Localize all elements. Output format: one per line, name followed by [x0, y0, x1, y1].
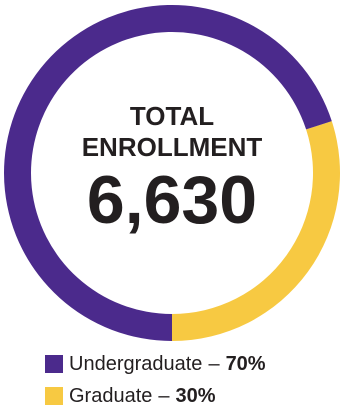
legend-swatch-undergraduate [45, 355, 63, 373]
legend-swatch-graduate [45, 387, 63, 405]
legend-item-undergraduate: Undergraduate – 70% [45, 348, 340, 380]
center-title-line1: TOTAL [130, 101, 214, 131]
center-total-value: 6,630 [87, 162, 257, 238]
legend-value-graduate: 30% [175, 384, 216, 407]
center-title-line2: ENROLLMENT [82, 132, 263, 162]
legend-separator: – [208, 352, 220, 375]
legend-separator: – [158, 384, 170, 407]
legend-label-undergraduate: Undergraduate [69, 352, 203, 375]
donut-slice-graduate [172, 121, 340, 341]
legend: Undergraduate – 70% Graduate – 30% [45, 348, 340, 412]
legend-item-graduate: Graduate – 30% [45, 380, 340, 412]
enrollment-donut-chart: TOTAL ENROLLMENT 6,630 [3, 5, 340, 341]
legend-value-undergraduate: 70% [225, 352, 266, 375]
donut-slices [3, 5, 340, 341]
legend-label-graduate: Graduate [69, 384, 153, 407]
